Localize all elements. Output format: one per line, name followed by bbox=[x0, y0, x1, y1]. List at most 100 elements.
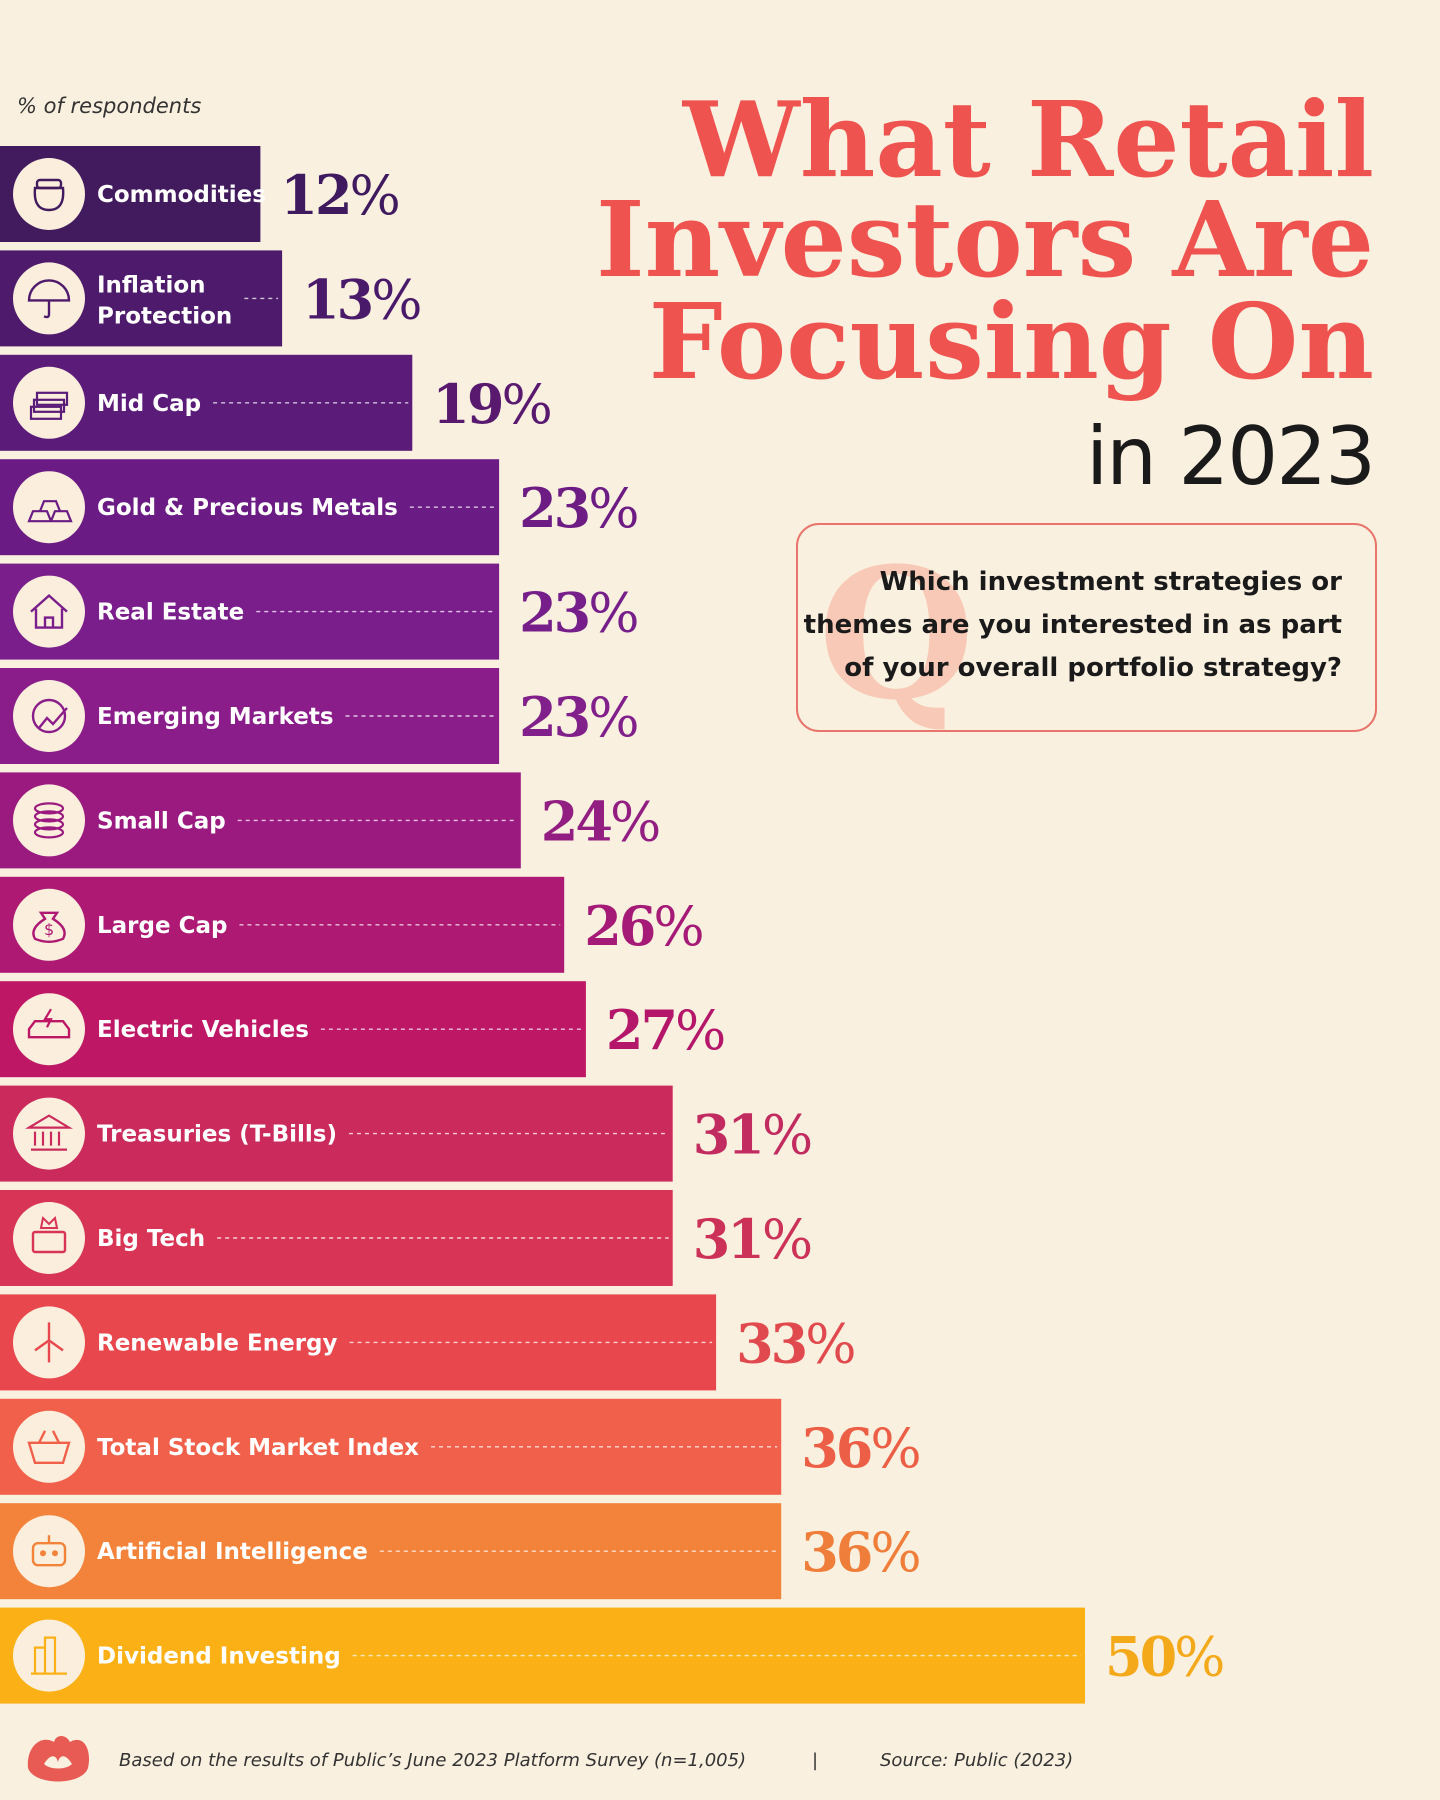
laptop-crown-icon bbox=[13, 1202, 85, 1274]
category-label: Commodities bbox=[97, 182, 266, 208]
category-label: Mid Cap bbox=[97, 391, 201, 417]
chart-title: What Retail Investors Are Focusing On in… bbox=[596, 78, 1376, 503]
category-label-line: Mid Cap bbox=[97, 391, 201, 417]
category-label: Dividend Investing bbox=[97, 1644, 341, 1670]
title-line-2: Investors Are bbox=[596, 178, 1374, 301]
category-label-line: Large Cap bbox=[97, 913, 227, 939]
category-label-line: Treasuries (T-Bills) bbox=[97, 1122, 337, 1148]
value-label: 23% bbox=[519, 685, 637, 749]
chart-subtitle: in 2023 bbox=[1086, 410, 1374, 503]
category-label-line: Electric Vehicles bbox=[97, 1017, 309, 1043]
category-label: Big Tech bbox=[97, 1226, 205, 1252]
gold-bars-icon bbox=[13, 471, 85, 544]
bar-row: Big Tech 31% bbox=[0, 1190, 814, 1286]
category-label: Small Cap bbox=[97, 808, 226, 834]
bar bbox=[0, 1607, 1085, 1704]
category-label-line: Dividend Investing bbox=[97, 1644, 341, 1670]
y-axis-label: % of respondents bbox=[17, 94, 201, 118]
shopping-basket-dollar-icon bbox=[13, 1410, 85, 1483]
bar-row: Artificial Intelligence 36% bbox=[0, 1503, 922, 1600]
question-box: Q Which investment strategies or themes … bbox=[796, 523, 1377, 740]
svg-text:$: $ bbox=[44, 920, 54, 939]
category-label: Total Stock Market Index bbox=[97, 1435, 419, 1461]
bar-row: Real Estate 23% bbox=[0, 563, 640, 660]
footer-note: Based on the results of Public’s June 20… bbox=[119, 1750, 746, 1771]
bar-row: $ Large Cap 26% bbox=[0, 876, 705, 973]
category-label: Electric Vehicles bbox=[97, 1017, 309, 1043]
money-bag-icon: $ bbox=[13, 888, 85, 961]
title-line-1: What Retail bbox=[682, 78, 1374, 201]
category-label-line: Inflation bbox=[97, 272, 206, 298]
bar bbox=[0, 981, 586, 1078]
question-line-3: of your overall portfolio strategy? bbox=[844, 653, 1342, 683]
bar-row: Electric Vehicles 27% bbox=[0, 981, 727, 1078]
money-stack-icon bbox=[13, 366, 85, 439]
category-label-line: Real Estate bbox=[97, 600, 244, 626]
value-label: 23% bbox=[519, 476, 637, 540]
robot-head-icon bbox=[13, 1515, 85, 1588]
bar-row: Total Stock Market Index 36% bbox=[0, 1398, 922, 1495]
category-label: Artificial Intelligence bbox=[97, 1539, 368, 1565]
value-label: 24% bbox=[541, 789, 659, 853]
category-label-line: Total Stock Market Index bbox=[97, 1435, 419, 1461]
bar-row: Small Cap 24% bbox=[0, 772, 662, 869]
question-q-letter: Q bbox=[818, 529, 975, 740]
public-logo-icon bbox=[27, 1736, 90, 1782]
value-label: 33% bbox=[736, 1311, 854, 1375]
question-box-border bbox=[796, 523, 1377, 732]
footer: Based on the results of Public’s June 20… bbox=[27, 1736, 1073, 1782]
category-label: Large Cap bbox=[97, 913, 227, 939]
category-label-line: Small Cap bbox=[97, 808, 226, 834]
bar bbox=[0, 772, 521, 869]
wind-turbine-icon bbox=[13, 1306, 85, 1379]
category-label: Emerging Markets bbox=[97, 704, 334, 730]
category-label-line: Protection bbox=[97, 303, 232, 329]
question-line-1: Which investment strategies or bbox=[880, 567, 1343, 597]
globe-growth-icon bbox=[13, 680, 85, 752]
category-label-line: Emerging Markets bbox=[97, 704, 334, 730]
buildings-percent-icon bbox=[13, 1619, 85, 1692]
umbrella-percent-icon bbox=[13, 262, 85, 335]
value-label: 50% bbox=[1105, 1625, 1223, 1689]
category-label-line: Artificial Intelligence bbox=[97, 1539, 368, 1565]
bar-row: Commodities 12% bbox=[0, 146, 402, 242]
value-label: 36% bbox=[801, 1520, 919, 1584]
value-label: 26% bbox=[584, 894, 702, 958]
bar-row: Treasuries (T-Bills) 31% bbox=[0, 1085, 814, 1182]
category-label: Real Estate bbox=[97, 600, 244, 626]
bar-row: Gold & Precious Metals 23% bbox=[0, 459, 640, 556]
value-label: 31% bbox=[693, 1207, 811, 1271]
bar-row: Mid Cap 19% bbox=[0, 354, 553, 451]
category-label: Renewable Energy bbox=[97, 1330, 338, 1356]
bar-row: Dividend Investing 50% bbox=[0, 1607, 1226, 1704]
bank-building-icon bbox=[13, 1097, 85, 1170]
category-label-line: Renewable Energy bbox=[97, 1330, 338, 1356]
category-label: Inflation Protection bbox=[97, 272, 232, 329]
value-label: 13% bbox=[302, 267, 420, 331]
value-label: 27% bbox=[606, 998, 724, 1062]
bar bbox=[0, 1190, 673, 1286]
electric-car-icon bbox=[13, 993, 85, 1066]
footer-separator: | bbox=[812, 1750, 818, 1771]
value-label: 19% bbox=[432, 372, 550, 436]
coin-stack-icon bbox=[13, 784, 85, 857]
footer-source: Source: Public (2023) bbox=[880, 1750, 1073, 1771]
value-label: 23% bbox=[519, 581, 637, 645]
house-icon bbox=[13, 575, 85, 648]
question-line-2: themes are you interested in as part bbox=[804, 610, 1342, 640]
value-label: 31% bbox=[693, 1103, 811, 1167]
bar-series: Commodities 12% Inflation Protection 13% Mid … bbox=[0, 146, 1226, 1704]
category-label: Treasuries (T-Bills) bbox=[97, 1122, 337, 1148]
category-label-line: Gold & Precious Metals bbox=[97, 495, 398, 521]
value-label: 12% bbox=[280, 163, 398, 227]
bar-row: Renewable Energy 33% bbox=[0, 1294, 857, 1391]
category-label-line: Big Tech bbox=[97, 1226, 205, 1252]
category-label-line: Commodities bbox=[97, 182, 266, 208]
category-label: Gold & Precious Metals bbox=[97, 495, 398, 521]
bar-row: Inflation Protection 13% bbox=[0, 250, 423, 347]
bar-row: Emerging Markets 23% bbox=[0, 668, 640, 764]
commodity-sack-icon bbox=[13, 158, 85, 230]
title-line-3: Focusing On bbox=[649, 280, 1374, 403]
value-label: 36% bbox=[801, 1416, 919, 1480]
